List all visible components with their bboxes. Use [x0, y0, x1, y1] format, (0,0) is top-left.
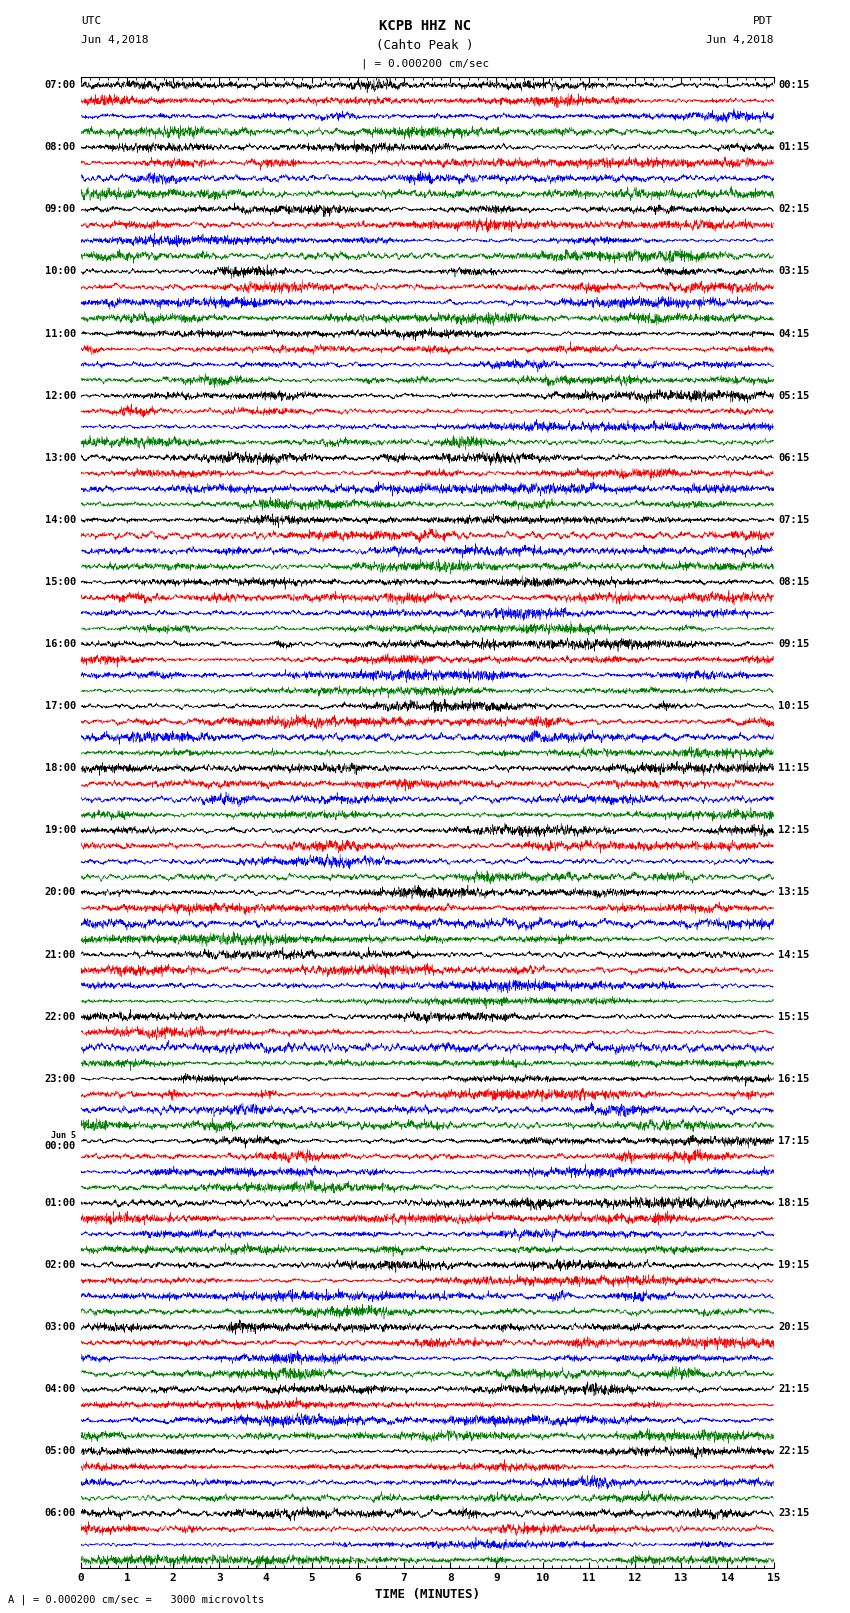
Text: UTC: UTC: [81, 16, 101, 26]
Text: 20:15: 20:15: [779, 1323, 809, 1332]
Text: Jun 4,2018: Jun 4,2018: [706, 35, 774, 45]
Text: 19:00: 19:00: [45, 826, 76, 836]
Text: 13:00: 13:00: [45, 453, 76, 463]
Text: 17:15: 17:15: [779, 1136, 809, 1145]
Text: 21:15: 21:15: [779, 1384, 809, 1394]
Text: 23:15: 23:15: [779, 1508, 809, 1518]
Text: 22:00: 22:00: [45, 1011, 76, 1021]
Text: 08:15: 08:15: [779, 577, 809, 587]
Text: 00:00: 00:00: [45, 1140, 76, 1150]
Text: A | = 0.000200 cm/sec =   3000 microvolts: A | = 0.000200 cm/sec = 3000 microvolts: [8, 1594, 264, 1605]
Text: 09:15: 09:15: [779, 639, 809, 648]
Text: 12:15: 12:15: [779, 826, 809, 836]
Text: 02:00: 02:00: [45, 1260, 76, 1269]
Text: 20:00: 20:00: [45, 887, 76, 897]
Text: 15:15: 15:15: [779, 1011, 809, 1021]
Text: 14:15: 14:15: [779, 950, 809, 960]
Text: 05:15: 05:15: [779, 390, 809, 400]
Text: 16:15: 16:15: [779, 1074, 809, 1084]
Text: 10:15: 10:15: [779, 702, 809, 711]
X-axis label: TIME (MINUTES): TIME (MINUTES): [375, 1589, 479, 1602]
Text: 10:00: 10:00: [45, 266, 76, 276]
Text: Jun 5: Jun 5: [51, 1131, 76, 1140]
Text: 18:15: 18:15: [779, 1198, 809, 1208]
Text: 07:15: 07:15: [779, 515, 809, 524]
Text: 09:00: 09:00: [45, 205, 76, 215]
Text: 05:00: 05:00: [45, 1447, 76, 1457]
Text: 13:15: 13:15: [779, 887, 809, 897]
Text: 11:00: 11:00: [45, 329, 76, 339]
Text: PDT: PDT: [753, 16, 774, 26]
Text: 22:15: 22:15: [779, 1447, 809, 1457]
Text: 14:00: 14:00: [45, 515, 76, 524]
Text: 03:15: 03:15: [779, 266, 809, 276]
Text: 07:00: 07:00: [45, 81, 76, 90]
Text: Jun 4,2018: Jun 4,2018: [81, 35, 148, 45]
Text: 21:00: 21:00: [45, 950, 76, 960]
Text: (Cahto Peak ): (Cahto Peak ): [377, 39, 473, 52]
Text: 04:15: 04:15: [779, 329, 809, 339]
Text: 19:15: 19:15: [779, 1260, 809, 1269]
Text: 00:15: 00:15: [779, 81, 809, 90]
Text: 01:15: 01:15: [779, 142, 809, 152]
Text: 04:00: 04:00: [45, 1384, 76, 1394]
Text: 02:15: 02:15: [779, 205, 809, 215]
Text: 03:00: 03:00: [45, 1323, 76, 1332]
Text: KCPB HHZ NC: KCPB HHZ NC: [379, 19, 471, 34]
Text: | = 0.000200 cm/sec: | = 0.000200 cm/sec: [361, 58, 489, 69]
Text: 11:15: 11:15: [779, 763, 809, 773]
Text: 15:00: 15:00: [45, 577, 76, 587]
Text: 08:00: 08:00: [45, 142, 76, 152]
Text: 06:00: 06:00: [45, 1508, 76, 1518]
Text: 06:15: 06:15: [779, 453, 809, 463]
Text: 01:00: 01:00: [45, 1198, 76, 1208]
Text: 23:00: 23:00: [45, 1074, 76, 1084]
Text: 12:00: 12:00: [45, 390, 76, 400]
Text: 16:00: 16:00: [45, 639, 76, 648]
Text: 18:00: 18:00: [45, 763, 76, 773]
Text: 17:00: 17:00: [45, 702, 76, 711]
